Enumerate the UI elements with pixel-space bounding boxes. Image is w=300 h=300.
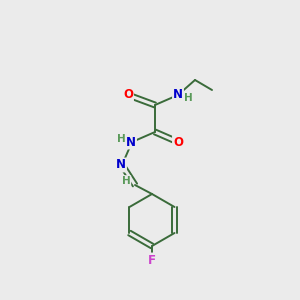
Text: O: O [123,88,133,101]
Text: H: H [184,93,192,103]
Text: N: N [173,88,183,101]
Text: F: F [148,254,156,266]
Text: O: O [173,136,183,148]
Text: H: H [117,134,125,144]
Text: H: H [122,176,130,186]
Text: N: N [126,136,136,148]
Text: N: N [116,158,126,172]
